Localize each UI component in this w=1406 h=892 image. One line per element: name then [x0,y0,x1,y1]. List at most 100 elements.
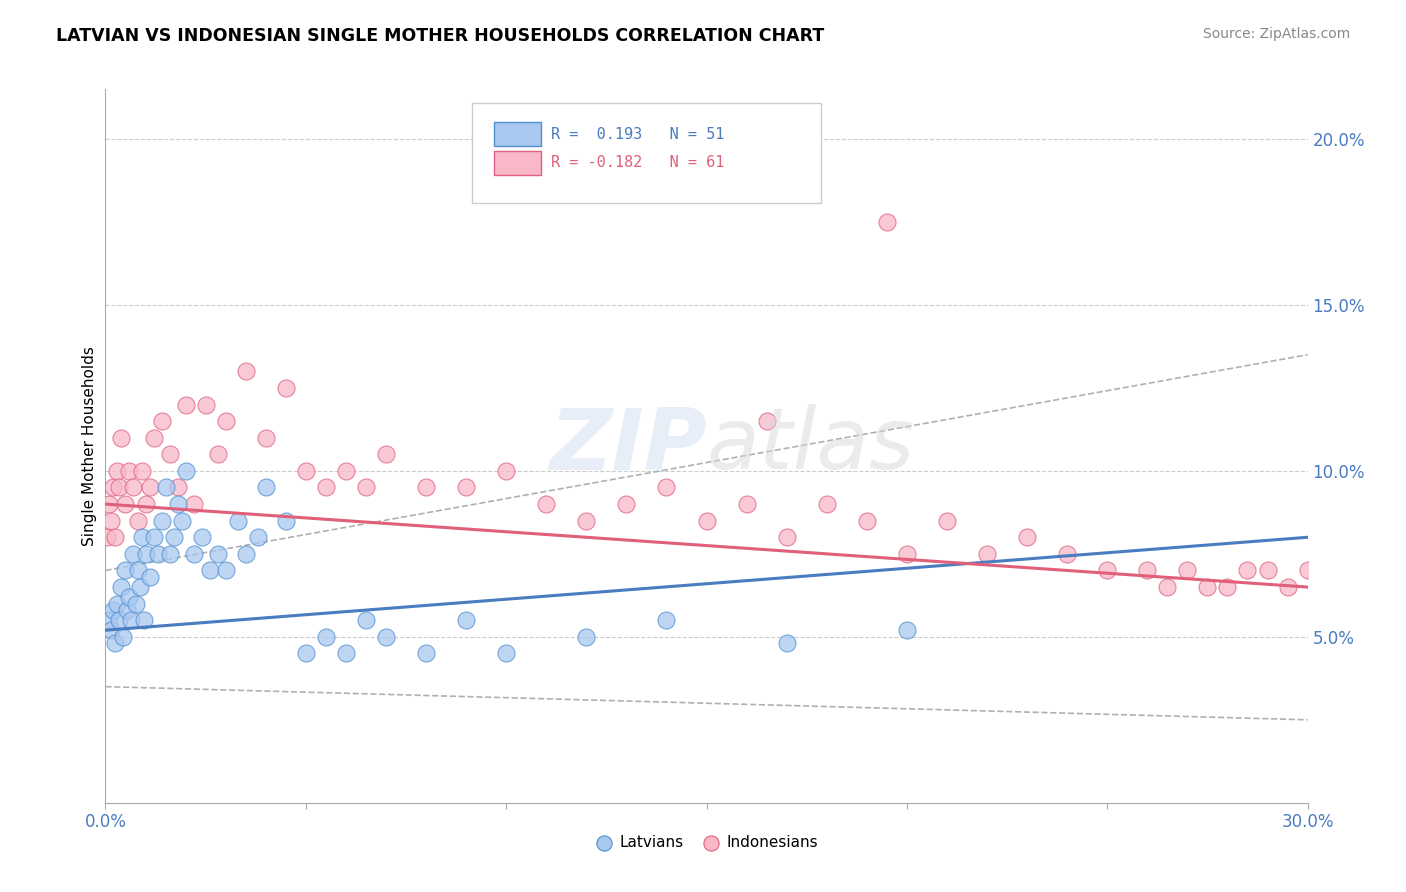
Point [166,481,188,495]
Point [138,481,160,495]
Point [1056,547,1078,561]
Point [112,630,135,644]
Point [254,431,277,445]
Point [776,530,799,544]
FancyBboxPatch shape [494,151,541,175]
Point [354,613,377,627]
Text: Source: ZipAtlas.com: Source: ZipAtlas.com [1202,27,1350,41]
Point [110,580,132,594]
Point [896,547,918,561]
Point [127,514,149,528]
Point [122,481,145,495]
Point [108,613,131,627]
Point [274,381,297,395]
Point [815,497,838,511]
Point [132,613,155,627]
Point [214,564,236,578]
Point [121,613,143,627]
Point [295,464,318,478]
Point [335,647,357,661]
Point [456,613,478,627]
Point [735,497,758,511]
Point [107,464,129,478]
Point [131,530,153,544]
Point [96,530,118,544]
Point [124,597,146,611]
Point [98,497,121,511]
Point [118,590,141,604]
Point [174,397,197,411]
Point [190,530,212,544]
Text: LATVIAN VS INDONESIAN SINGLE MOTHER HOUSEHOLDS CORRELATION CHART: LATVIAN VS INDONESIAN SINGLE MOTHER HOUS… [56,27,824,45]
Point [117,603,139,617]
Point [696,514,718,528]
Point [755,414,778,428]
Point [114,564,136,578]
Point [456,481,478,495]
Point [146,547,169,561]
Point [274,514,297,528]
Point [1277,580,1299,594]
Point [655,481,678,495]
Point [127,564,149,578]
Point [100,514,122,528]
Point [110,431,132,445]
Point [142,431,165,445]
Point [135,547,157,561]
Text: R =  0.193   N = 51: R = 0.193 N = 51 [551,127,725,142]
Point [776,636,799,650]
Point [159,547,181,561]
Point [896,624,918,638]
Point [254,481,277,495]
Point [174,464,197,478]
Point [495,647,517,661]
Point [1236,564,1258,578]
Point [936,514,959,528]
Point [295,647,318,661]
Point [159,447,181,461]
Point [131,464,153,478]
Point [104,530,127,544]
Point [162,530,184,544]
Point [315,481,337,495]
Point [335,464,357,478]
Point [1257,564,1279,578]
Point [1136,564,1159,578]
Point [194,397,217,411]
Point [374,630,398,644]
Point [183,497,205,511]
Point [1197,580,1219,594]
Text: R = -0.182   N = 61: R = -0.182 N = 61 [551,155,725,170]
Point [1296,564,1319,578]
Point [150,514,173,528]
Point [198,564,221,578]
FancyBboxPatch shape [472,103,821,203]
Point [354,481,377,495]
Point [315,630,337,644]
Point [226,514,249,528]
Point [1156,580,1178,594]
Point [214,414,236,428]
Point [575,630,598,644]
Point [118,464,141,478]
Text: ZIP: ZIP [548,404,707,488]
Point [655,613,678,627]
Point [415,647,437,661]
Point [103,481,125,495]
Point [207,547,229,561]
Point [142,530,165,544]
Text: atlas: atlas [707,404,914,488]
Point [103,603,125,617]
Y-axis label: Single Mother Households: Single Mother Households [82,346,97,546]
FancyBboxPatch shape [494,122,541,146]
Point [495,464,517,478]
Legend: Latvians, Indonesians: Latvians, Indonesians [589,829,824,855]
Point [155,481,177,495]
Point [150,414,173,428]
Point [104,636,127,650]
Point [1097,564,1119,578]
Point [415,481,437,495]
Point [166,497,188,511]
Point [235,364,257,378]
Point [107,597,129,611]
